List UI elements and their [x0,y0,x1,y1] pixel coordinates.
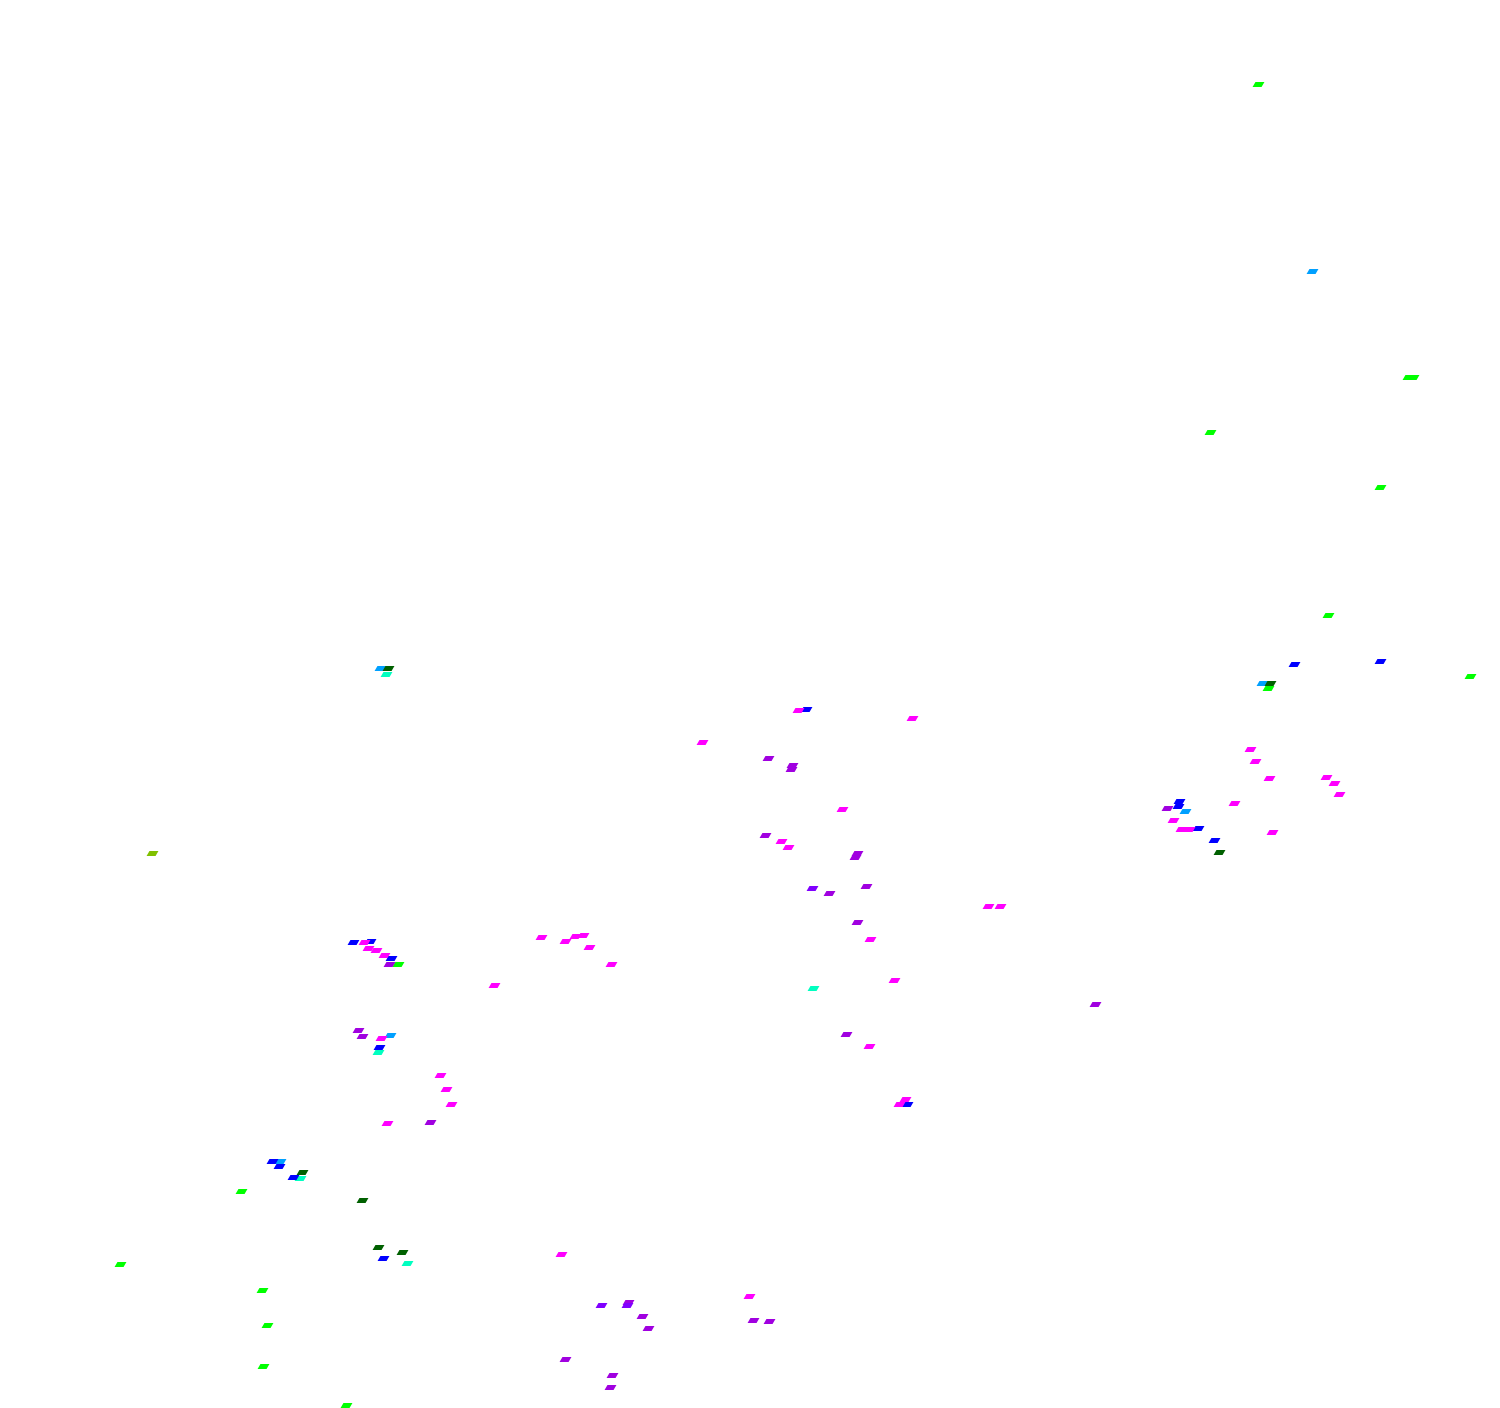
point-marker-magenta [535,935,548,940]
point-marker-magenta [445,1102,458,1107]
point-marker-magenta [743,1294,756,1299]
point-marker-purple [1089,1002,1102,1007]
point-marker-magenta [434,1073,447,1078]
point-marker-magenta [982,904,995,909]
point-marker-violet [595,1303,608,1308]
point-marker-magenta [1167,818,1180,823]
point-marker-purple [762,756,775,761]
point-marker-purple [606,1373,619,1378]
point-marker-purple [860,884,873,889]
point-marker-dark-green [1213,850,1226,855]
point-marker-magenta [792,708,805,713]
point-marker-olive [146,851,159,856]
point-marker-green [1262,686,1275,691]
point-marker-green [261,1323,274,1328]
point-marker-blue [273,1164,286,1169]
point-marker-cyan [807,986,820,991]
point-marker-purple [785,767,798,772]
point-marker-magenta [358,940,371,945]
point-marker-magenta [605,962,618,967]
point-marker-green [1464,674,1477,679]
point-marker-cyan [380,672,393,677]
point-marker-magenta [1183,827,1196,832]
point-marker-green [235,1189,248,1194]
point-marker-dark-green [396,1250,409,1255]
point-marker-magenta [888,978,901,983]
point-marker-green [256,1288,269,1293]
point-marker-purple [840,1032,853,1037]
point-marker-purple [559,1357,572,1362]
point-marker-purple [823,891,836,896]
point-marker-purple [642,1326,655,1331]
point-marker-magenta [559,939,572,944]
point-marker-purple [1161,806,1174,811]
point-marker-magenta [577,933,590,938]
point-marker-magenta [1333,792,1346,797]
point-marker-dark-green [356,1198,369,1203]
point-marker-dark-green [382,666,395,671]
point-marker-green [340,1403,353,1408]
point-marker-magenta [488,983,501,988]
point-marker-magenta [994,904,1007,909]
point-marker-purple [424,1120,437,1125]
point-marker-light-blue [1306,269,1319,274]
point-marker-magenta [1320,775,1333,780]
point-marker-magenta [1266,830,1279,835]
point-marker-cyan [401,1261,414,1266]
point-marker-magenta [583,945,596,950]
point-marker-magenta [1249,759,1262,764]
point-marker-magenta [906,716,919,721]
point-marker-magenta [782,845,795,850]
point-marker-cyan [372,1050,385,1055]
point-marker-violet [621,1303,634,1308]
point-marker-purple [747,1318,760,1323]
point-marker-purple [851,920,864,925]
point-marker-magenta [1244,747,1257,752]
point-marker-magenta [863,1044,876,1049]
point-marker-blue [1288,662,1301,667]
point-marker-green [1204,430,1217,435]
point-marker-green [1374,485,1387,490]
point-marker-purple [604,1385,617,1390]
point-marker-purple [849,855,862,860]
point-marker-green [114,1262,127,1267]
point-marker-purple [759,833,772,838]
point-marker-light-blue [1179,809,1192,814]
point-marker-purple [636,1314,649,1319]
point-marker-magenta [1328,781,1341,786]
point-marker-violet [806,886,819,891]
point-marker-green [1322,613,1335,618]
point-marker-magenta [696,740,709,745]
point-marker-green [257,1364,270,1369]
point-marker-green [1252,82,1265,87]
point-marker-purple [356,1034,369,1039]
point-marker-blue [1374,659,1387,664]
point-marker-magenta [440,1087,453,1092]
point-marker-purple [352,1028,365,1033]
point-marker-magenta [555,1252,568,1257]
point-marker-magenta [1263,776,1276,781]
point-marker-blue [377,1256,390,1261]
point-marker-magenta [864,937,877,942]
point-marker-dark-green [372,1245,385,1250]
point-marker-magenta [375,1036,388,1041]
point-marker-magenta [836,807,849,812]
point-marker-magenta [775,839,788,844]
point-marker-blue [1208,838,1221,843]
point-marker-magenta [1228,801,1241,806]
point-marker-purple [763,1319,776,1324]
point-marker-magenta [381,1121,394,1126]
